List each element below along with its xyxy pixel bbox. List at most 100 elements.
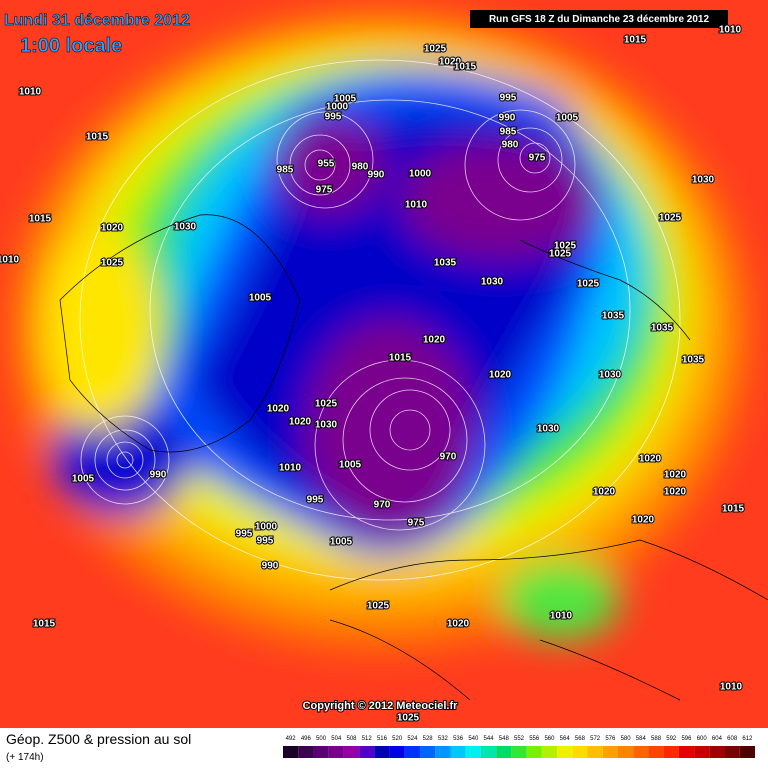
- colorbar-label: 556: [529, 736, 540, 742]
- isobar-label: 1030: [537, 424, 560, 435]
- isobar-label: 1030: [692, 175, 715, 186]
- isobar-label: 995: [500, 93, 517, 104]
- colorbar-label: 576: [605, 736, 616, 742]
- isobar-label: 1005: [72, 474, 95, 485]
- isobar-label: 1015: [624, 35, 647, 46]
- isobar-label: 1020: [639, 454, 662, 465]
- colorbar-swatch: [389, 746, 405, 758]
- colorbar-label: 612: [742, 736, 753, 742]
- isobar-label: 1025: [101, 258, 124, 269]
- colorbar-swatch: [359, 746, 375, 758]
- isobar-label: 1010: [405, 200, 428, 211]
- colorbar-swatch: [694, 746, 710, 758]
- isobar-label: 1020: [664, 470, 687, 481]
- colorbar-label: 524: [407, 736, 418, 742]
- colorbar-label: 568: [575, 736, 586, 742]
- colorbar-swatch: [739, 746, 755, 758]
- isobar-label: 1020: [289, 417, 312, 428]
- isobar-label: 955: [318, 159, 335, 170]
- footer-title: Géop. Z500 & pression au sol: [6, 731, 191, 747]
- isobar-label: 1015: [29, 214, 52, 225]
- isobar-label: 1025: [549, 249, 572, 260]
- isobar-label: 995: [325, 112, 342, 123]
- colorbar-label: 512: [362, 736, 373, 742]
- isobar-label: 1010: [19, 87, 42, 98]
- colorbar-label: 520: [392, 736, 403, 742]
- isobar-label: 980: [502, 140, 519, 151]
- colorbar-label: 600: [697, 736, 708, 742]
- isobar-label: 1025: [577, 279, 600, 290]
- colorbar-label: 588: [651, 736, 662, 742]
- isobar-label: 1025: [554, 241, 577, 252]
- isobar-label: 995: [307, 495, 324, 506]
- colorbar-label: 564: [560, 736, 571, 742]
- isobars: [79, 59, 681, 581]
- isobar-label: 1020: [423, 335, 446, 346]
- date: Lundi 31 décembre 2012: [4, 12, 190, 29]
- isobar-label: 1035: [602, 311, 625, 322]
- colorbar-label: 584: [636, 736, 647, 742]
- colorbar-label: 604: [712, 736, 723, 742]
- colorbar-swatch: [633, 746, 649, 758]
- colorbar-label: 532: [438, 736, 449, 742]
- isobar-label: 975: [408, 518, 425, 529]
- colorbar-swatch: [374, 746, 390, 758]
- colorbar-label: 552: [514, 736, 525, 742]
- colorbar-label: 504: [331, 736, 342, 742]
- colorbar-swatch: [480, 746, 497, 758]
- run-info: Run GFS 18 Z du Dimanche 23 décembre 201…: [489, 14, 710, 25]
- isobar-label: 1020: [664, 487, 687, 498]
- colorbar-swatch: [709, 746, 725, 758]
- isobar-label: 1020: [267, 404, 290, 415]
- isobar-label: 1030: [599, 370, 622, 381]
- colorbar-swatch: [526, 746, 542, 758]
- isobar-label: 1000: [255, 522, 278, 533]
- colorbar-label: 500: [316, 736, 327, 742]
- isobar-label: 985: [277, 165, 294, 176]
- isobar-label: 1020: [439, 57, 462, 68]
- time: 1:00 locale: [20, 35, 122, 57]
- isobar-label: 990: [499, 113, 516, 124]
- isobar-label: 1015: [33, 619, 56, 630]
- colorbar-label: 592: [666, 736, 677, 742]
- colorbar: 492 496 500 504 508 512 516 520 524 528 532 536 540 5…: [283, 736, 755, 758]
- isobar-label: 1020: [489, 370, 512, 381]
- isobar-label: 1005: [330, 537, 353, 548]
- isobar-label: 1025: [424, 44, 447, 55]
- isobar-label: 970: [440, 452, 457, 463]
- isobar-label: 1025: [659, 213, 682, 224]
- isobar-label: 1020: [101, 223, 124, 234]
- isobar-label: 995: [236, 529, 253, 540]
- colorbar-swatch: [435, 746, 451, 758]
- colorbar-swatch: [465, 746, 481, 758]
- isobar-label: 990: [262, 561, 279, 572]
- colorbar-swatch: [298, 746, 314, 758]
- colorbar-swatch: [541, 746, 558, 758]
- isobar-label: 1005: [334, 94, 357, 105]
- isobar-label: 1020: [593, 487, 616, 498]
- run-box: [470, 10, 728, 28]
- colorbar-label: 608: [727, 736, 738, 742]
- isobar-label: 1010: [719, 25, 742, 36]
- isobar-label: 975: [529, 153, 546, 164]
- colorbar-swatch: [602, 746, 618, 758]
- isobar-label: 1000: [409, 169, 432, 180]
- isobar-label: 1010: [720, 682, 743, 693]
- colorbar-label: 580: [621, 736, 632, 742]
- colorbar-swatch: [496, 746, 512, 758]
- isobar-label: 1025: [367, 601, 390, 612]
- isobar-label: 1010: [550, 611, 573, 622]
- colorbar-label: 492: [286, 736, 297, 742]
- coastlines: [59, 214, 768, 701]
- isobar-label: 980: [352, 162, 369, 173]
- colorbar-swatch: [572, 746, 588, 758]
- colorbar-swatch: [617, 746, 634, 758]
- isobar-label: 1005: [249, 293, 272, 304]
- isobar-label: 1010: [0, 255, 20, 266]
- colorbar-swatch: [420, 746, 436, 758]
- isobar-label: 1025: [315, 399, 338, 410]
- isobar-label: 1005: [556, 113, 579, 124]
- footer-lead: (+ 174h): [6, 752, 44, 763]
- isobar-label: 1015: [722, 504, 745, 515]
